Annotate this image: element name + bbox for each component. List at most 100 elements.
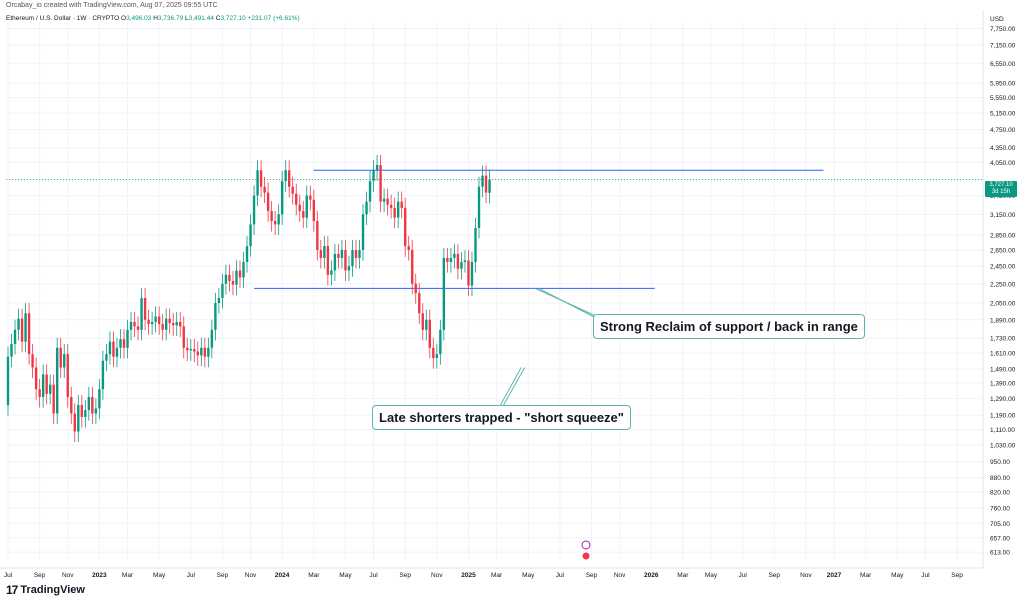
candle-body xyxy=(442,257,446,330)
close-value: 3,727.10 xyxy=(220,15,246,22)
candle-body xyxy=(249,224,252,247)
candle-body xyxy=(24,313,27,342)
candle-body xyxy=(375,165,379,171)
candle-body xyxy=(263,186,266,193)
time-tick-label: Mar xyxy=(491,572,503,579)
price-tick-label: 705.00 xyxy=(990,521,1010,528)
candle-body xyxy=(259,170,263,187)
candle-body xyxy=(266,192,270,212)
candle-body xyxy=(207,347,210,357)
price-tick-label: 1,030.00 xyxy=(990,443,1016,450)
candle-body xyxy=(122,339,126,348)
candle-body xyxy=(143,298,147,320)
tradingview-brand[interactable]: 17 TradingView xyxy=(6,583,85,597)
candle-body xyxy=(400,201,403,208)
time-tick-label: Jul xyxy=(921,572,930,579)
candle-body xyxy=(277,214,280,225)
candle-body xyxy=(52,384,55,414)
candle-body xyxy=(337,253,340,258)
price-tick-label: 1,110.00 xyxy=(990,427,1015,434)
candle-body xyxy=(140,298,143,330)
price-tick-label: 1,890.00 xyxy=(990,317,1016,324)
candle-body xyxy=(344,250,347,271)
price-tick-label: 5,550.00 xyxy=(990,95,1016,102)
time-tick-label: Sep xyxy=(768,572,780,579)
price-tick-label: 1,390.00 xyxy=(990,381,1016,388)
price-tick-label: 2,450.00 xyxy=(990,264,1016,271)
candle-body xyxy=(217,298,221,303)
candle-body xyxy=(425,319,428,330)
callout-squeeze[interactable]: Late shorters trapped - "short squeeze" xyxy=(372,405,631,430)
candle-body xyxy=(228,274,231,282)
candle-body xyxy=(389,204,393,208)
candle-body xyxy=(354,250,358,258)
price-tick-label: 613.00 xyxy=(990,550,1010,557)
candle-body xyxy=(291,186,294,194)
candle-body xyxy=(403,207,407,247)
candle-body xyxy=(101,360,105,390)
candle-body xyxy=(73,413,76,432)
candle-body xyxy=(31,354,34,368)
time-tick-label: Sep xyxy=(951,572,963,579)
price-tick-label: 7,750.00 xyxy=(990,26,1016,33)
candle-body xyxy=(41,374,45,397)
candle-body xyxy=(280,181,284,215)
time-tick-label: 2025 xyxy=(461,572,476,579)
time-tick-label: Jul xyxy=(556,572,565,579)
candle-body xyxy=(477,186,481,228)
chart-grid xyxy=(6,22,983,560)
candle-body xyxy=(432,347,435,359)
time-tick-label: May xyxy=(891,572,904,579)
time-tick-label: Mar xyxy=(308,572,320,579)
candle-body xyxy=(368,181,372,202)
candle-body xyxy=(347,266,351,271)
pointer-squeeze xyxy=(499,367,522,407)
candle-body xyxy=(312,199,316,221)
us-flag-event-icon xyxy=(581,551,591,561)
price-tick-label: 657.00 xyxy=(990,535,1010,542)
callout-reclaim[interactable]: Strong Reclaim of support / back in rang… xyxy=(593,314,865,339)
candle-body xyxy=(27,313,31,355)
callout-pointers xyxy=(499,287,597,407)
candle-body xyxy=(129,321,133,330)
time-tick-label: May xyxy=(339,572,352,579)
candle-body xyxy=(379,165,382,202)
time-tick-label: 2026 xyxy=(644,572,659,579)
candle-body xyxy=(235,270,238,285)
time-axis: Jul Sep Nov 2023 Mar May Jul Sep Nov 2024 Mar May Ju… xyxy=(0,540,983,579)
candle-body xyxy=(59,347,62,368)
time-tick-label: Sep xyxy=(217,572,229,579)
chart-credit: Orcabay_io created with TradingView.com,… xyxy=(6,2,218,9)
price-tick-label: 760.00 xyxy=(990,505,1010,512)
candle-body xyxy=(256,170,259,196)
candle-body xyxy=(98,389,101,409)
candle-body xyxy=(20,318,24,342)
candle-body xyxy=(105,354,108,361)
candle-body xyxy=(467,260,470,286)
price-tick-label: 1,610.00 xyxy=(990,350,1016,357)
candle-body xyxy=(13,329,17,345)
candle-body xyxy=(38,389,41,397)
open-label: O xyxy=(121,15,127,22)
candle-body xyxy=(358,250,361,258)
currency-label[interactable]: USD xyxy=(990,16,1004,23)
candle-body xyxy=(6,356,10,406)
price-tick-label: 2,050.00 xyxy=(990,300,1016,307)
candle-body xyxy=(34,367,38,390)
candle-body xyxy=(270,211,273,221)
candle-body xyxy=(179,321,182,327)
candle-body xyxy=(94,408,98,414)
price-tick-label: 1,190.00 xyxy=(990,413,1016,420)
candle-body xyxy=(474,227,477,263)
time-tick-label: Mar xyxy=(122,572,134,579)
candle-body xyxy=(175,321,178,326)
candle-body xyxy=(91,396,94,414)
candle-body xyxy=(393,207,396,218)
symbol-name[interactable]: Ethereum / U.S. Dollar · 1W · CRYPTO xyxy=(6,15,120,22)
candle-body xyxy=(396,201,400,218)
candle-body xyxy=(456,253,460,269)
close-label: C xyxy=(215,15,221,22)
candle-body xyxy=(147,319,150,325)
candle-body xyxy=(172,323,175,326)
